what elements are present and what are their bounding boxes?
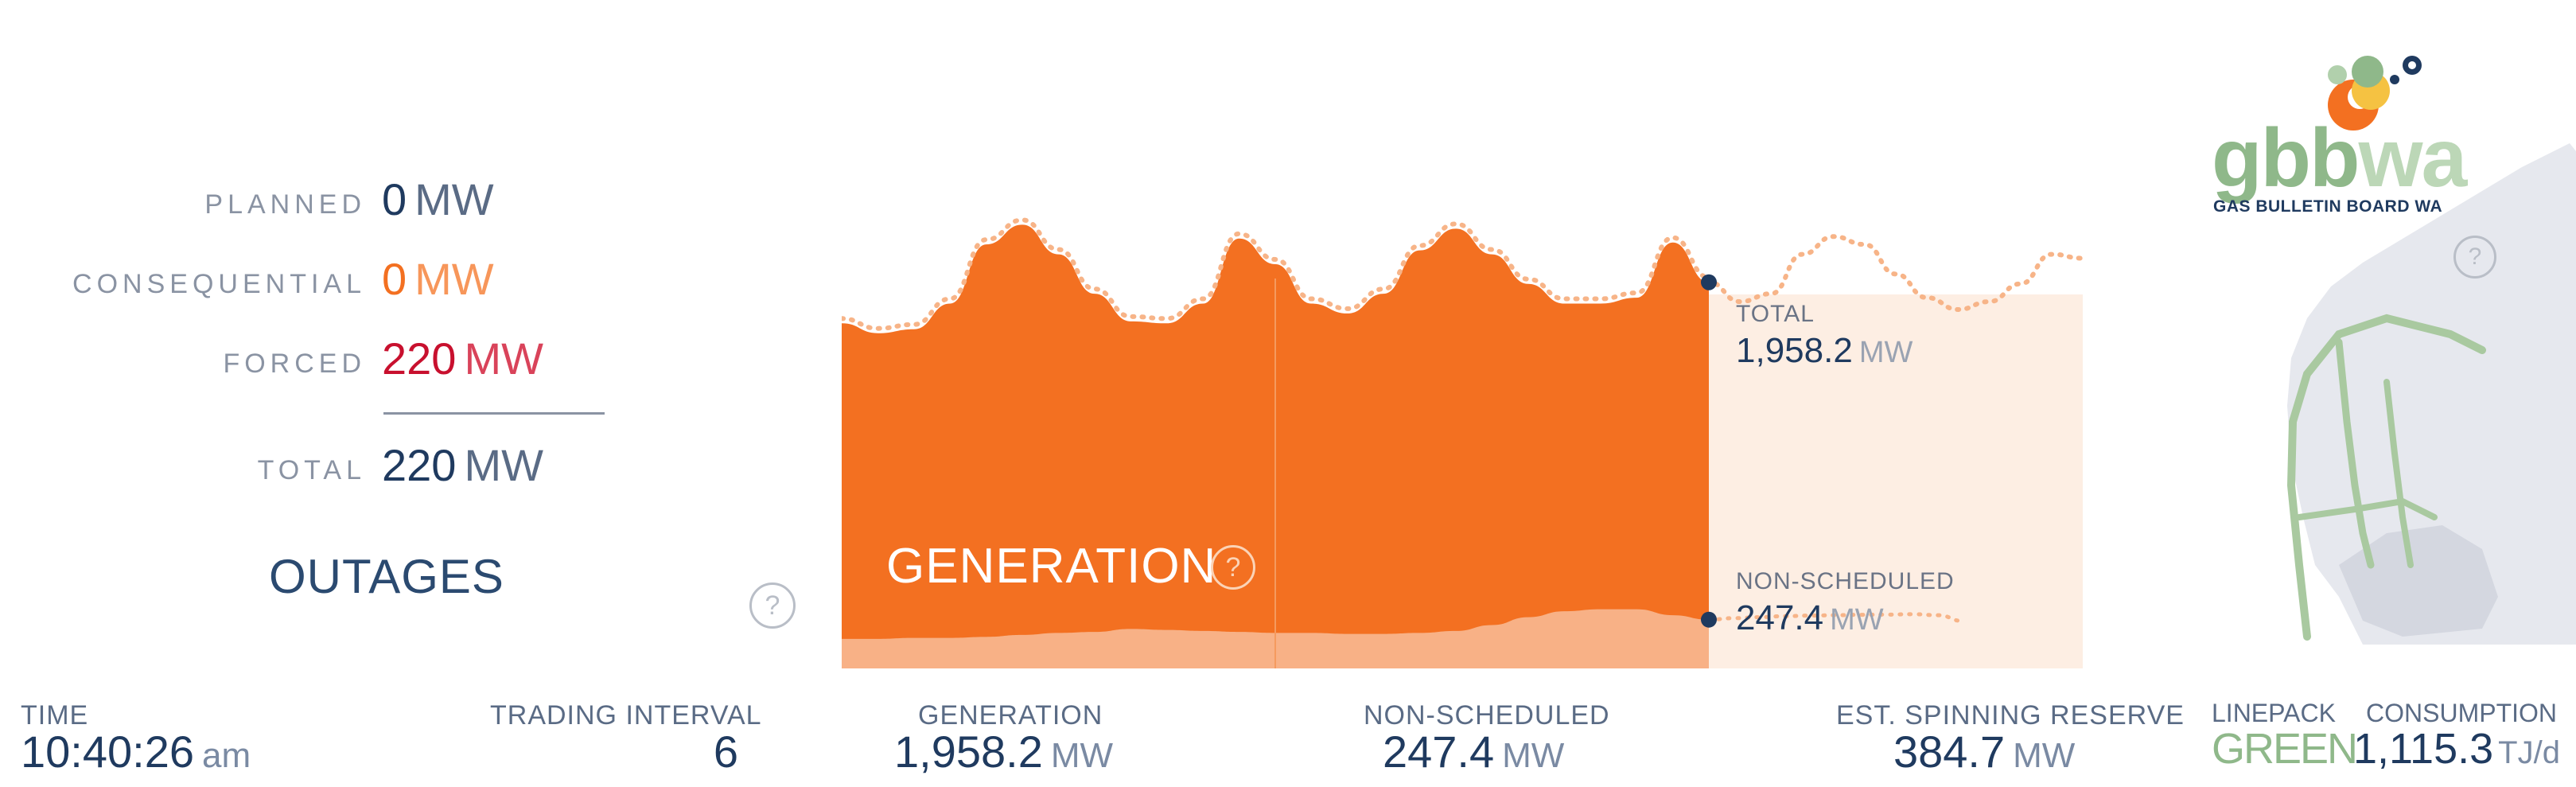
outages-total-label: TOTAL <box>257 455 366 485</box>
non-scheduled-stat-value: 247.4 MW <box>1383 727 1565 777</box>
pipeline-inland <box>2383 379 2414 568</box>
logo-small-navy-circle <box>2390 75 2399 84</box>
generation-chart[interactable] <box>842 199 2162 676</box>
non-scheduled-current-marker <box>1701 611 1717 628</box>
pipeline-main <box>2286 314 2486 641</box>
outages-help-icon[interactable]: ? <box>749 582 796 629</box>
forced-value: 220 MW <box>382 333 543 384</box>
generation-help-icon[interactable]: ? <box>1211 545 1255 590</box>
logo-green-circle <box>2352 56 2383 88</box>
outages-total-value: 220 MW <box>382 440 543 490</box>
outages-divider <box>383 412 605 415</box>
wa-map-south-region <box>2339 525 2498 637</box>
outages-title: OUTAGES <box>269 550 504 603</box>
generation-stat-value: 1,958.2 MW <box>894 727 1114 777</box>
generation-stat-label: GENERATION <box>918 700 1103 731</box>
time-value: 10:40:26 am <box>21 727 251 777</box>
chart-total-label: TOTAL <box>1736 301 1815 327</box>
forecast-region <box>1709 294 2083 668</box>
logo-navy-center <box>2408 61 2416 69</box>
logo-light-green-circle <box>2328 65 2347 84</box>
total-current-marker <box>1701 274 1717 290</box>
planned-value: 0 MW <box>382 174 494 224</box>
linepack-label: LINEPACK <box>2212 699 2336 727</box>
planned-label: PLANNED <box>204 189 366 220</box>
chart-nonsched-value: 247.4 MW <box>1736 598 1884 637</box>
chart-nonsched-label: NON-SCHEDULED <box>1736 568 1955 594</box>
forced-label: FORCED <box>223 349 366 379</box>
spinning-reserve-label: EST. SPINNING RESERVE <box>1836 700 2185 731</box>
pipeline-goldfields <box>2296 497 2438 520</box>
linepack-value: GREEN <box>2212 725 2358 773</box>
non-scheduled-forecast-line <box>1706 612 1966 624</box>
gbbwa-help-icon[interactable]: ? <box>2453 236 2496 279</box>
consequential-label: CONSEQUENTIAL <box>72 269 366 299</box>
consequential-value: 0 MW <box>382 254 494 304</box>
generation-title: GENERATION <box>886 539 1217 594</box>
wa-map <box>2286 143 2576 645</box>
total-forecast-line <box>842 217 2085 331</box>
non-scheduled-stat-label: NON-SCHEDULED <box>1364 700 1610 731</box>
gbbwa-subtitle: GAS BULLETIN BOARD WA <box>2213 197 2443 216</box>
pipeline-east <box>2335 338 2375 569</box>
consumption-value: 1,115.3 TJ/d <box>2353 725 2560 773</box>
gbbwa-logo-circles <box>2328 56 2422 131</box>
time-label: TIME <box>21 700 89 731</box>
gbbwa-logo-text[interactable]: gbbwa <box>2212 112 2467 205</box>
trading-interval-value: 6 <box>713 727 738 777</box>
trading-interval-label: TRADING INTERVAL <box>490 700 762 731</box>
spinning-reserve-value: 384.7 MW <box>1893 727 2076 777</box>
consumption-label: CONSUMPTION <box>2366 699 2557 727</box>
chart-total-value: 1,958.2 MW <box>1736 331 1913 370</box>
